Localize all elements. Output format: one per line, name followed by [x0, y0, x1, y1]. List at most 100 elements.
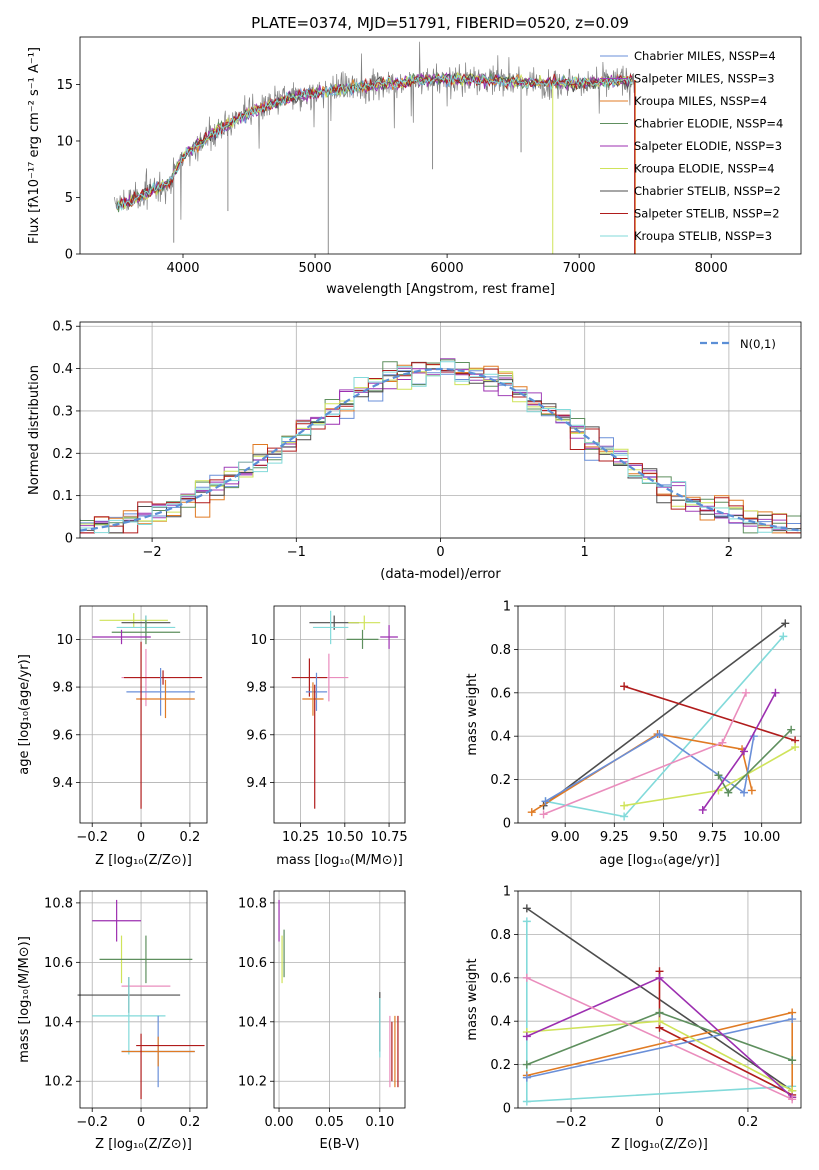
- model-spectrum-line: [116, 72, 633, 210]
- x-tick-label: 2: [725, 545, 733, 560]
- error-bar-point: [121, 1036, 195, 1067]
- legend-label: Chabrier ELODIE, NSSP=4: [634, 117, 783, 131]
- weight-point-marker: [779, 632, 788, 641]
- error-bar-point: [111, 620, 181, 645]
- weight-series-line: [545, 635, 784, 818]
- legend-label: Salpeter MILES, NSSP=3: [634, 72, 775, 86]
- weight-series-line: [545, 733, 755, 802]
- x-tick-label: 0: [137, 830, 145, 845]
- weight-point-marker: [522, 1060, 531, 1069]
- weight-point-marker: [698, 805, 707, 814]
- y-tick-label: 10.6: [44, 956, 73, 971]
- y-tick-label: 0.6: [490, 686, 511, 701]
- y-tick-label: 0.3: [52, 404, 73, 419]
- weight-point-marker: [740, 747, 749, 756]
- axes-mass-vs-ebv: [270, 891, 405, 1112]
- weight-point-marker: [620, 801, 629, 810]
- weight-series-line: [543, 692, 747, 816]
- y-axis-label: mass weight: [465, 958, 480, 1040]
- x-axis-label: (data-model)/error: [380, 567, 501, 582]
- y-axis-label: mass weight: [465, 673, 480, 755]
- weight-point-marker: [741, 688, 750, 697]
- x-tick-label: 6000: [431, 261, 464, 276]
- model-spectrum-line: [116, 73, 633, 209]
- model-spectrum-line: [116, 73, 633, 209]
- y-tick-label: 0.8: [490, 928, 511, 943]
- y-tick-label: 9.8: [246, 681, 267, 696]
- weight-point-marker: [522, 1097, 531, 1106]
- x-tick-label: 5000: [299, 261, 332, 276]
- x-axis-label: age [log₁₀(age/yr)]: [599, 853, 720, 868]
- error-bar-point: [92, 977, 166, 1055]
- x-tick-label: 4000: [166, 261, 199, 276]
- weight-point-marker: [724, 788, 733, 797]
- y-tick-label: 9.4: [52, 776, 73, 791]
- x-axis-label: Z [log₁₀(Z/Z⊙)]: [95, 853, 192, 868]
- model-spectrum-line: [116, 74, 633, 211]
- weight-point-marker: [620, 812, 629, 821]
- weight-point-marker: [718, 738, 727, 747]
- axes-residuals: [76, 322, 801, 542]
- y-tick-label: 0.8: [490, 643, 511, 658]
- x-tick-label: −0.2: [555, 1115, 587, 1130]
- axes-frame: [517, 890, 802, 1109]
- x-tick-label: −2: [143, 545, 162, 560]
- y-tick-label: 0.4: [490, 1015, 511, 1030]
- y-tick-label: 0: [503, 817, 511, 832]
- x-tick-label: 1: [581, 545, 589, 560]
- weight-point-marker: [655, 730, 664, 739]
- weight-point-marker: [522, 1073, 531, 1082]
- y-tick-label: 0.2: [490, 1058, 511, 1073]
- x-tick-label: 9.75: [698, 830, 727, 845]
- model-spectrum-line: [116, 73, 633, 209]
- weight-point-marker: [541, 797, 550, 806]
- weight-point-marker: [620, 682, 629, 691]
- error-bar-point: [312, 610, 349, 645]
- legend-label: Kroupa MILES, NSSP=4: [634, 94, 767, 108]
- x-tick-label: 0: [655, 1115, 663, 1130]
- weight-point-marker: [787, 725, 796, 734]
- weight-point-marker: [522, 973, 531, 982]
- x-tick-label: 0.00: [265, 1115, 294, 1130]
- weight-point-marker: [522, 904, 531, 913]
- x-tick-label: 0.2: [738, 1115, 759, 1130]
- axes-weight-vs-Z: [514, 890, 801, 1112]
- legend-label: Chabrier STELIB, NSSP=2: [634, 184, 781, 198]
- weight-point-marker: [791, 743, 800, 752]
- weight-point-marker: [788, 1056, 797, 1065]
- axes-frame: [79, 321, 802, 539]
- weight-point-marker: [714, 771, 723, 780]
- error-bar-point: [126, 668, 195, 716]
- weight-point-marker: [539, 810, 548, 819]
- axes-spectrum: [76, 84, 712, 258]
- normal-curve: [79, 367, 802, 532]
- y-tick-label: 9.6: [246, 728, 267, 743]
- y-tick-label: 10.6: [238, 956, 267, 971]
- observed-spectrum-line: [113, 41, 635, 220]
- weight-point-marker: [655, 1008, 664, 1017]
- y-tick-label: 10: [56, 633, 73, 648]
- legend-label: Kroupa ELODIE, NSSP=4: [634, 162, 775, 176]
- x-tick-label: 10.00: [743, 830, 780, 845]
- x-axis-label: E(B-V): [319, 1137, 359, 1152]
- y-tick-label: 1: [503, 600, 511, 615]
- y-tick-label: 10: [250, 633, 267, 648]
- y-tick-label: 9.4: [246, 776, 267, 791]
- error-bar-point: [305, 672, 328, 711]
- x-tick-label: −1: [287, 545, 306, 560]
- y-tick-label: 9.6: [52, 728, 73, 743]
- error-bar-point: [136, 679, 195, 719]
- x-tick-label: 7000: [563, 261, 596, 276]
- weight-point-marker: [781, 619, 790, 628]
- weight-series-line: [623, 746, 796, 807]
- y-tick-label: 5: [65, 191, 73, 206]
- x-tick-label: 8000: [695, 261, 728, 276]
- error-bar-point: [346, 629, 379, 649]
- y-tick-label: 10.8: [238, 896, 267, 911]
- x-tick-label: 10.50: [326, 830, 363, 845]
- legend-label: Salpeter STELIB, NSSP=2: [634, 207, 780, 221]
- y-axis-label: Flux [fλ10⁻¹⁷ erg cm⁻² s⁻¹ A⁻¹]: [27, 47, 42, 244]
- x-tick-label: 0.05: [315, 1115, 344, 1130]
- axes-frame: [273, 605, 406, 824]
- x-tick-label: 0: [436, 545, 444, 560]
